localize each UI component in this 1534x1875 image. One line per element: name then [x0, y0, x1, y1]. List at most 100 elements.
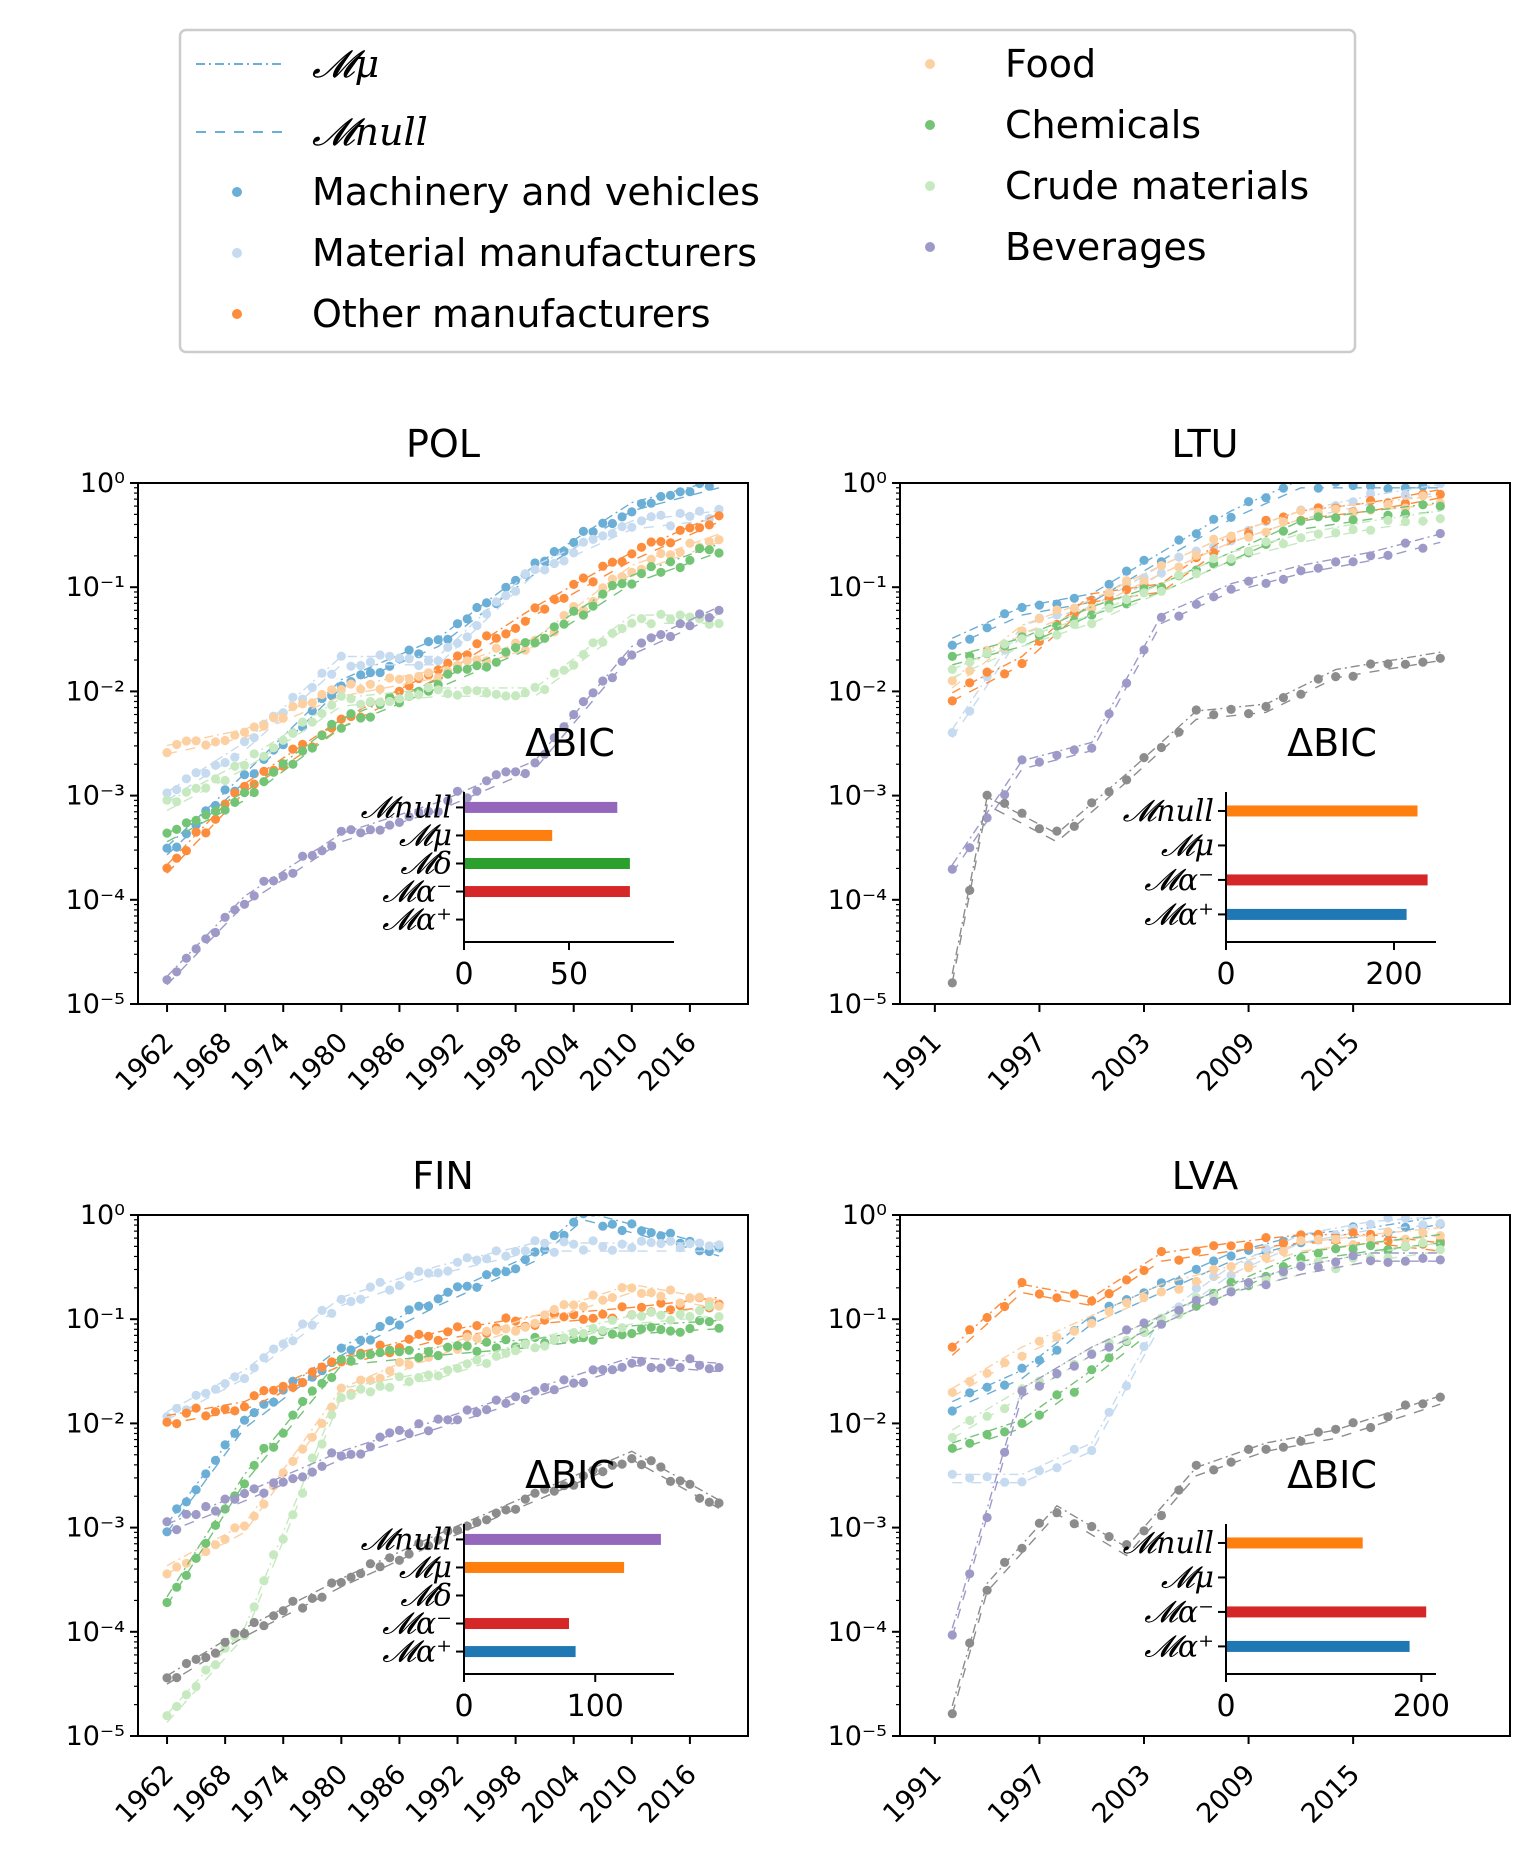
data-point [965, 1388, 975, 1398]
data-point [656, 609, 666, 620]
data-point [172, 842, 182, 852]
x-tick-label: 1998 [458, 1759, 529, 1830]
fit-line-null [166, 1364, 720, 1534]
x-tick-label: 2015 [1296, 1759, 1367, 1830]
x-tick-label: 1980 [284, 1027, 355, 1098]
data-point [414, 807, 424, 818]
data-point [714, 1498, 724, 1508]
data-point [298, 1396, 308, 1407]
data-point [1261, 527, 1271, 537]
x-tick-label: 1962 [109, 1759, 180, 1830]
data-point [1435, 1392, 1445, 1402]
data-point [443, 1526, 453, 1536]
data-point [1400, 1241, 1410, 1251]
fit-line-null [166, 487, 720, 856]
data-point [1191, 1264, 1201, 1274]
data-point [588, 1465, 598, 1475]
data-point [249, 1391, 259, 1401]
legend-marker-chemicals [925, 120, 935, 130]
data-point [317, 846, 327, 856]
data-point [1034, 600, 1044, 610]
data-point [1034, 1289, 1044, 1299]
data-point [317, 1418, 327, 1429]
data-point [356, 1384, 366, 1394]
data-point [1278, 1246, 1288, 1257]
data-point [1383, 1245, 1393, 1255]
data-point [491, 689, 501, 699]
data-point [375, 1321, 385, 1332]
series-food [162, 1283, 724, 1579]
data-point [714, 504, 724, 514]
data-point [1174, 727, 1184, 737]
data-point [1104, 787, 1114, 797]
data-point [982, 790, 992, 800]
data-point [965, 678, 975, 688]
data-point [1122, 1275, 1132, 1285]
data-point [636, 1460, 647, 1470]
data-point [530, 564, 540, 575]
data-point [685, 487, 695, 497]
data-point [947, 864, 957, 874]
data-point [249, 722, 259, 732]
data-point [452, 1282, 463, 1292]
data-point [559, 665, 569, 675]
data-point [569, 660, 579, 670]
fit-line-mu [952, 1215, 1441, 1476]
data-point [317, 689, 327, 700]
data-point [433, 685, 443, 695]
y-tick-label: 10⁻¹ [66, 1304, 125, 1335]
x-tick-label: 2010 [574, 1759, 645, 1830]
fit-line-null [166, 1458, 720, 1685]
data-point [501, 1251, 511, 1261]
data-point [665, 1285, 676, 1295]
bic-model-label: 𝓜null [361, 1522, 452, 1557]
data-point [1087, 798, 1097, 808]
data-point [675, 1243, 685, 1253]
data-point [636, 614, 647, 624]
series-crude-materials [947, 510, 1445, 679]
data-point [162, 975, 172, 985]
data-point [656, 1363, 666, 1373]
data-point [1383, 1257, 1393, 1267]
data-point [520, 1322, 530, 1332]
data-point [365, 1335, 375, 1345]
data-point [617, 1239, 627, 1249]
plot-area [947, 1215, 1445, 1719]
data-point [162, 795, 172, 805]
data-point [714, 605, 724, 616]
panel-title: FIN [412, 1154, 474, 1198]
data-point [1052, 630, 1062, 640]
data-point [472, 661, 482, 671]
data-point [695, 523, 705, 533]
data-point [172, 797, 182, 807]
fit-line-mu [952, 483, 1295, 639]
data-point [230, 1406, 240, 1416]
bic-bar [464, 829, 553, 841]
data-point [1000, 1477, 1010, 1487]
data-point [675, 1476, 685, 1486]
data-point [1122, 576, 1132, 586]
data-point [578, 526, 589, 537]
data-point [356, 713, 366, 723]
data-point [646, 1307, 656, 1317]
series-other-manufacturers [947, 488, 1445, 706]
data-point [181, 953, 191, 963]
data-point [636, 516, 647, 526]
data-point [559, 1333, 569, 1343]
y-tick-label: 10⁻⁵ [828, 1721, 887, 1752]
data-point [491, 657, 501, 667]
data-point [172, 1504, 182, 1514]
fit-line-mu [951, 495, 1441, 681]
data-point [1122, 566, 1132, 576]
data-point [617, 1302, 627, 1312]
data-point [181, 1509, 191, 1519]
data-point [346, 1572, 356, 1582]
fit-line-mu [951, 1227, 1441, 1390]
data-point [249, 1460, 259, 1470]
data-point [1296, 566, 1306, 576]
bic-model-label: 𝓜α⁻ [1144, 863, 1214, 898]
x-tick-label: 2003 [1086, 1759, 1157, 1830]
data-point [210, 1520, 221, 1530]
data-point [1366, 1422, 1376, 1433]
